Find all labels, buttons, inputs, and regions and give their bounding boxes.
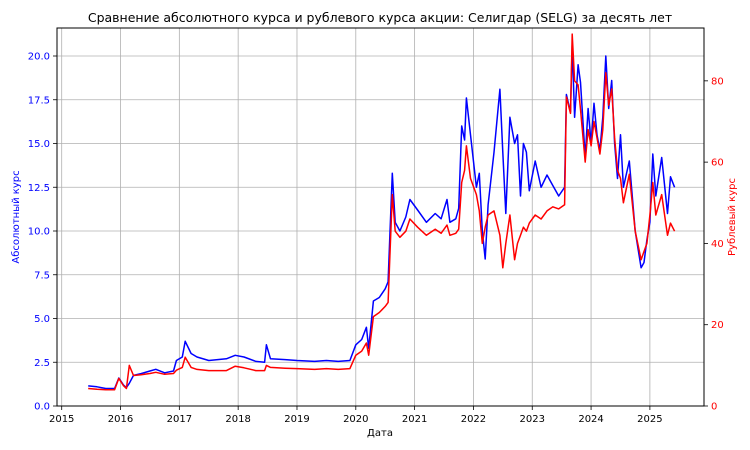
x-tick-label-3: 2018: [225, 414, 250, 425]
x-tick-label-10: 2025: [637, 414, 662, 425]
x-tick-label-2: 2017: [167, 414, 192, 425]
x-tick-label-8: 2023: [520, 414, 545, 425]
y-left-tick-label-4: 10.0: [28, 227, 50, 238]
y-axis-left-label: Абсолютный курс: [11, 170, 22, 263]
y-left-tick-label-1: 2.5: [34, 358, 50, 369]
chart-title: Сравнение абсолютного курса и рублевого …: [88, 10, 672, 25]
y-left-tick-label-6: 15.0: [28, 139, 50, 150]
x-tick-label-6: 2021: [402, 414, 427, 425]
series-line-left: [88, 44, 676, 390]
x-tick-label-1: 2016: [108, 414, 133, 425]
x-axis: 2015 2016 2017 2018 2019 2020 2021 2022 2023 2024…: [49, 406, 663, 425]
y-left-tick-label-5: 12.5: [28, 183, 50, 194]
x-axis-label: Дата: [367, 428, 393, 439]
y-left-tick-label-7: 17.5: [28, 95, 50, 106]
y-left-tick-label-8: 20.0: [28, 52, 50, 63]
y-axis-left: 0.0 2.5 5.0 7.5 10.0 12.5 15.0 17.5 20.0: [28, 52, 57, 413]
x-tick-label-9: 2024: [578, 414, 603, 425]
series-layer: [88, 33, 676, 391]
x-tick-label-0: 2015: [49, 414, 74, 425]
y-left-tick-label-2: 5.0: [34, 314, 50, 325]
series-line-right: [88, 33, 676, 391]
y-left-tick-label-3: 7.5: [34, 270, 50, 281]
y-right-tick-label-0: 0: [711, 402, 717, 413]
y-right-tick-label-2: 40: [711, 239, 724, 250]
y-axis-right-label: Рублевый курс: [727, 178, 738, 256]
y-left-tick-label-0: 0.0: [34, 402, 50, 413]
y-right-tick-label-4: 80: [711, 76, 724, 87]
x-tick-label-7: 2022: [461, 414, 486, 425]
y-right-tick-label-3: 60: [711, 158, 724, 169]
plot-frame: [56, 27, 705, 407]
y-axis-right: 0 20 40 60 80: [704, 76, 724, 413]
x-tick-label-5: 2020: [343, 414, 368, 425]
y-right-tick-label-1: 20: [711, 320, 724, 331]
x-tick-label-4: 2019: [284, 414, 309, 425]
